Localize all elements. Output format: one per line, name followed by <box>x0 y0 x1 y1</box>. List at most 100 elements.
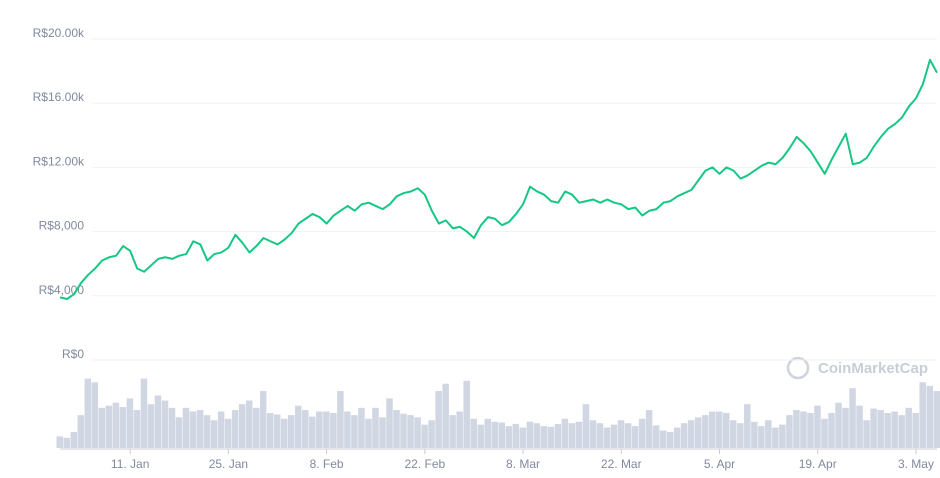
volume-bar <box>526 421 534 448</box>
volume-bar <box>919 382 926 448</box>
volume-bar <box>414 417 421 448</box>
y-tick-label: R$12.00k <box>33 154 85 168</box>
volume-bar <box>203 415 211 448</box>
volume-bar <box>800 411 807 448</box>
volume-bar <box>842 407 849 448</box>
volume-bar <box>442 383 449 448</box>
volume-bar <box>252 407 260 448</box>
volume-bar <box>884 412 891 448</box>
volume-bar <box>631 426 639 448</box>
volume-bar <box>512 423 520 448</box>
volume-bar <box>98 407 106 448</box>
volume-bar <box>330 412 337 448</box>
volume-bar <box>701 415 709 448</box>
volume-bar <box>309 416 316 448</box>
volume-bar <box>877 410 884 448</box>
y-tick-label: R$20.00k <box>33 26 85 40</box>
volume-bar <box>652 425 660 448</box>
volume-bar <box>379 417 386 448</box>
volume-bar <box>596 423 604 448</box>
volume-bar <box>498 422 506 448</box>
volume-bar <box>821 418 828 448</box>
volume-bar <box>561 418 569 448</box>
volume-bar <box>323 411 330 448</box>
volume-bar <box>140 378 148 448</box>
volume-bar <box>63 437 71 448</box>
volume-bar <box>723 412 730 448</box>
volume-bar <box>273 414 281 448</box>
volume-bar <box>603 427 611 448</box>
volume-bar <box>715 411 723 448</box>
volume-bar <box>708 411 716 448</box>
volume-bar <box>259 391 267 448</box>
volume-bar <box>694 417 702 448</box>
volume-bar <box>737 423 744 448</box>
volume-bar <box>295 405 302 448</box>
volume-bar <box>175 417 183 448</box>
x-tick-label: 25. Jan <box>209 457 248 471</box>
volume-bar <box>659 430 667 448</box>
volume-bar <box>870 408 877 448</box>
volume-bar <box>547 426 555 448</box>
volume-bar <box>112 402 120 448</box>
volume-bar <box>463 380 470 448</box>
volume-bar <box>358 407 365 448</box>
volume-bar <box>91 382 99 448</box>
volume-bar <box>154 395 162 448</box>
volume-bar <box>533 423 541 448</box>
y-tick-label: R$8,000 <box>39 219 85 233</box>
volume-bar <box>77 415 85 448</box>
volume-bar <box>372 407 379 448</box>
volume-bar <box>337 391 344 448</box>
price-line <box>59 58 938 301</box>
volume-bar <box>835 402 842 448</box>
volume-bar <box>393 410 400 448</box>
volume-bar <box>231 410 239 448</box>
volume-bar <box>182 407 190 448</box>
volume-bar <box>105 405 113 448</box>
volume-bar <box>540 426 548 448</box>
volume-bar <box>126 398 134 448</box>
volume-bar <box>133 410 141 448</box>
volume-bar <box>344 411 351 448</box>
volume-bar <box>765 420 772 448</box>
x-tick-label: 3. May <box>898 457 934 471</box>
volume-bar <box>217 411 225 448</box>
volume-bar <box>807 412 814 448</box>
volume-bar <box>484 418 491 448</box>
volume-bar <box>638 418 646 448</box>
volume-bar <box>435 391 442 448</box>
volume-bar <box>84 378 92 448</box>
volume-bar <box>456 411 463 448</box>
volume-bar <box>673 427 681 448</box>
volume-bar <box>386 398 393 448</box>
watermark-text: CoinMarketCap <box>818 360 928 377</box>
volume-bar <box>730 420 737 448</box>
volume-bar <box>814 405 821 448</box>
volume-bar <box>554 423 562 448</box>
volume-bar <box>687 420 695 448</box>
x-tick-label: 5. Apr <box>704 457 735 471</box>
volume-bar <box>56 436 64 448</box>
volume-bar <box>891 411 898 448</box>
volume-bar <box>933 391 940 448</box>
volume-bar <box>751 421 758 448</box>
volume-bar <box>575 421 583 448</box>
volume-bar <box>758 426 765 448</box>
volume-bar <box>189 411 197 448</box>
y-tick-label: R$4,000 <box>39 283 85 297</box>
volume-bar <box>828 412 835 448</box>
volume-bar <box>582 404 590 448</box>
x-tick-label: 19. Apr <box>799 457 837 471</box>
x-tick-label: 11. Jan <box>111 457 149 471</box>
volume-bar <box>856 405 863 448</box>
volume-bar <box>449 415 456 448</box>
volume-bar <box>680 423 688 448</box>
volume-bar <box>505 426 513 448</box>
volume-bar <box>147 404 155 448</box>
volume-bar <box>589 420 597 448</box>
x-tick-label: 22. Mar <box>601 457 642 471</box>
volume-bar <box>288 415 295 448</box>
volume-bar <box>196 410 204 448</box>
